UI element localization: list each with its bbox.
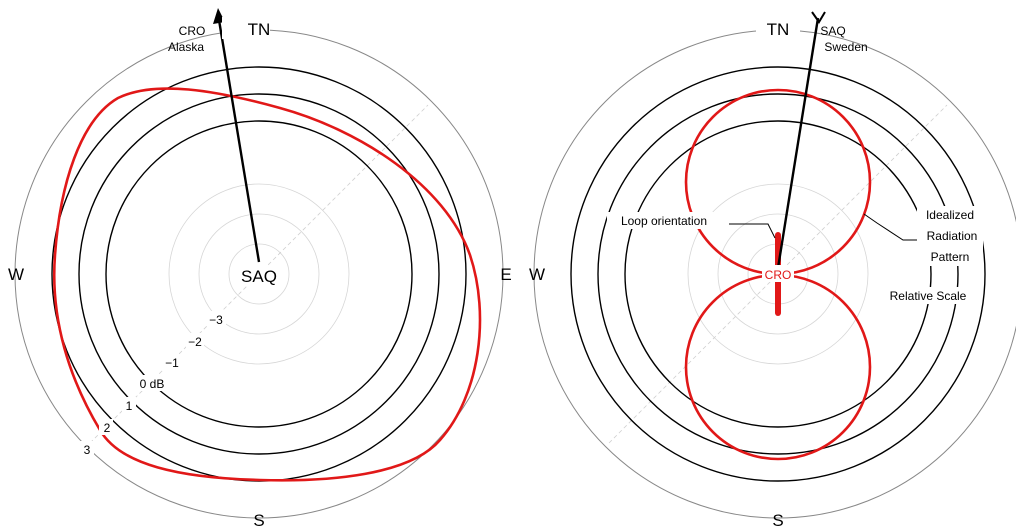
left-db-scale: −3 −2 −1 0 dB 1 2 3 bbox=[80, 311, 226, 457]
left-minor-rings bbox=[168, 183, 350, 365]
left-east-label: E bbox=[500, 265, 511, 284]
right-north-label: TN bbox=[767, 20, 790, 39]
loop-label-backdrop bbox=[607, 212, 721, 229]
scale-label-backdrop bbox=[880, 287, 976, 304]
right-north-backdrop bbox=[756, 17, 800, 39]
scale-0-db: 0 dB bbox=[140, 377, 165, 391]
right-arrow-head bbox=[811, 11, 826, 24]
scale-minus-3: −3 bbox=[209, 313, 223, 327]
loop-orientation-label: Loop orientation bbox=[621, 214, 707, 228]
left-target-label-line2: Alaska bbox=[168, 40, 204, 54]
right-target-label-line1: SAQ bbox=[820, 24, 845, 38]
right-south-label: S bbox=[772, 511, 783, 529]
left-direction-arrow bbox=[217, 19, 261, 263]
left-west-label: W bbox=[8, 265, 24, 284]
relative-scale-label: Relative Scale bbox=[890, 289, 967, 303]
pattern-label-backdrop bbox=[917, 206, 983, 266]
right-west-label: W bbox=[529, 265, 545, 284]
right-minor-rings bbox=[687, 183, 869, 365]
left-north-label: TN bbox=[248, 20, 271, 39]
scale-minus-1: −1 bbox=[165, 356, 179, 370]
pattern-label-line3: Pattern bbox=[931, 250, 970, 264]
right-direction-arrow bbox=[776, 17, 820, 269]
pattern-label-line1: Idealized bbox=[926, 208, 974, 222]
scale-plus-1: 1 bbox=[126, 399, 133, 413]
left-south-label: S bbox=[253, 511, 264, 529]
left-radiation-pattern bbox=[53, 87, 482, 482]
pattern-label-line2: Radiation bbox=[927, 229, 978, 243]
left-center-label: SAQ bbox=[241, 267, 277, 286]
right-target-label-line2: Sweden bbox=[824, 40, 867, 54]
right-center-backdrop bbox=[762, 265, 794, 282]
left-center-backdrop bbox=[233, 266, 285, 286]
loop-orientation-leader bbox=[729, 223, 776, 239]
left-polar-plot: CRO Alaska TN S W E SAQ −3 −2 −1 0 dB 1 … bbox=[8, 8, 512, 529]
right-polar-plot: SAQ Sweden TN S W CRO Loop orientation I… bbox=[529, 11, 1016, 529]
left-north-backdrop bbox=[222, 17, 270, 39]
left-target-label-line1: CRO bbox=[179, 24, 206, 38]
right-center-label: CRO bbox=[765, 268, 792, 282]
scale-minus-2: −2 bbox=[188, 335, 202, 349]
scale-plus-3: 3 bbox=[84, 443, 91, 457]
scale-plus-2: 2 bbox=[104, 421, 111, 435]
pattern-leader bbox=[863, 213, 917, 241]
